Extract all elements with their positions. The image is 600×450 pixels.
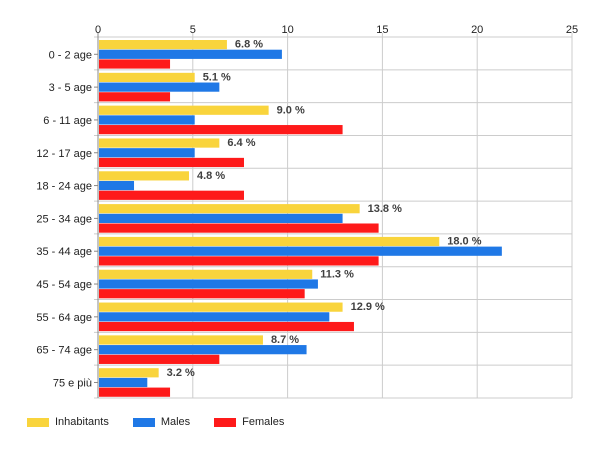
data-label-inhabitants: 12.9 % xyxy=(351,301,385,313)
legend: Inhabitants Males Females xyxy=(27,416,308,428)
bar-inhabitants-4[interactable] xyxy=(99,171,190,181)
category-label: 25 - 34 age xyxy=(36,213,92,225)
bar-females-8[interactable] xyxy=(99,321,354,332)
bar-males-3[interactable] xyxy=(99,148,195,158)
bar-males-1[interactable] xyxy=(99,82,220,92)
gridlines xyxy=(94,33,573,399)
x-axis-ticks: 0 5 10 15 20 25 xyxy=(95,24,578,36)
data-label-inhabitants: 6.4 % xyxy=(227,137,255,149)
legend-label-inhabitants: Inhabitants xyxy=(55,416,109,428)
legend-item-females[interactable]: Females xyxy=(214,416,284,428)
bar-inhabitants-10[interactable] xyxy=(99,368,159,378)
bar-inhabitants-7[interactable] xyxy=(99,269,313,279)
y-axis-categories: 0 - 2 age 3 - 5 age 6 - 11 age 12 - 17 age 1… xyxy=(36,49,92,389)
bar-inhabitants-0[interactable] xyxy=(99,40,227,50)
bar-females-3[interactable] xyxy=(99,157,244,168)
category-label: 3 - 5 age xyxy=(49,82,92,94)
x-tick-label: 10 xyxy=(281,24,293,36)
bar-inhabitants-5[interactable] xyxy=(99,204,360,214)
bar-females-7[interactable] xyxy=(99,289,305,299)
x-tick-label: 15 xyxy=(376,24,388,36)
data-label-inhabitants: 11.3 % xyxy=(320,268,354,280)
bar-males-9[interactable] xyxy=(99,345,307,355)
bar-females-0[interactable] xyxy=(99,59,171,69)
category-label: 45 - 54 age xyxy=(36,279,92,291)
bar-males-7[interactable] xyxy=(99,279,318,289)
category-label: 0 - 2 age xyxy=(49,49,92,61)
legend-item-inhabitants[interactable]: Inhabitants xyxy=(27,416,109,428)
category-label: 18 - 24 age xyxy=(36,181,92,193)
bar-females-9[interactable] xyxy=(99,354,220,364)
bar-inhabitants-3[interactable] xyxy=(99,138,220,148)
category-label: 65 - 74 age xyxy=(36,345,92,357)
data-label-inhabitants: 3.2 % xyxy=(167,367,195,379)
data-label-inhabitants: 13.8 % xyxy=(368,203,402,215)
bar-females-5[interactable] xyxy=(99,223,379,233)
data-label-inhabitants: 5.1 % xyxy=(203,72,231,84)
bar-males-6[interactable] xyxy=(99,246,502,256)
bar-males-2[interactable] xyxy=(99,115,195,125)
x-tick-label: 0 xyxy=(95,24,101,36)
data-label-inhabitants: 18.0 % xyxy=(447,236,481,248)
bar-females-1[interactable] xyxy=(99,92,171,102)
bar-males-8[interactable] xyxy=(99,312,330,322)
bar-inhabitants-1[interactable] xyxy=(99,72,195,83)
bar-males-5[interactable] xyxy=(99,213,343,223)
x-tick-label: 20 xyxy=(471,24,483,36)
bar-inhabitants-9[interactable] xyxy=(99,335,263,345)
x-tick-label: 5 xyxy=(190,24,196,36)
bar-inhabitants-6[interactable] xyxy=(99,236,440,247)
legend-item-males[interactable]: Males xyxy=(132,416,191,428)
legend-swatch-females xyxy=(214,417,237,427)
legend-label-males: Males xyxy=(160,416,191,428)
data-labels: 6.8 % 5.1 % 9.0 % 6.4 % 4.8 % 13.8 % 18.0 % 11.… xyxy=(167,39,482,379)
bar-inhabitants-8[interactable] xyxy=(99,302,343,312)
bar-inhabitants-2[interactable] xyxy=(99,105,269,115)
category-label: 55 - 64 age xyxy=(36,312,92,324)
category-label: 6 - 11 age xyxy=(43,115,92,127)
bar-females-4[interactable] xyxy=(99,190,244,200)
legend-label-females: Females xyxy=(242,416,285,428)
bar-females-2[interactable] xyxy=(99,125,343,135)
bar-males-0[interactable] xyxy=(99,49,282,59)
data-label-inhabitants: 6.8 % xyxy=(235,39,263,51)
bar-males-10[interactable] xyxy=(99,377,148,388)
legend-swatch-inhabitants xyxy=(27,417,49,427)
category-label: 75 e più xyxy=(53,377,92,389)
bar-females-6[interactable] xyxy=(99,256,379,266)
data-label-inhabitants: 4.8 % xyxy=(197,170,225,182)
data-label-inhabitants: 8.7 % xyxy=(271,334,299,346)
category-label: 35 - 44 age xyxy=(36,246,92,258)
bar-females-10[interactable] xyxy=(99,387,171,397)
data-label-inhabitants: 9.0 % xyxy=(277,104,305,116)
legend-swatch-males xyxy=(132,417,155,427)
bar-males-4[interactable] xyxy=(99,180,135,191)
category-label: 12 - 17 age xyxy=(36,148,92,160)
x-tick-label: 25 xyxy=(566,24,578,36)
bars xyxy=(99,40,502,397)
